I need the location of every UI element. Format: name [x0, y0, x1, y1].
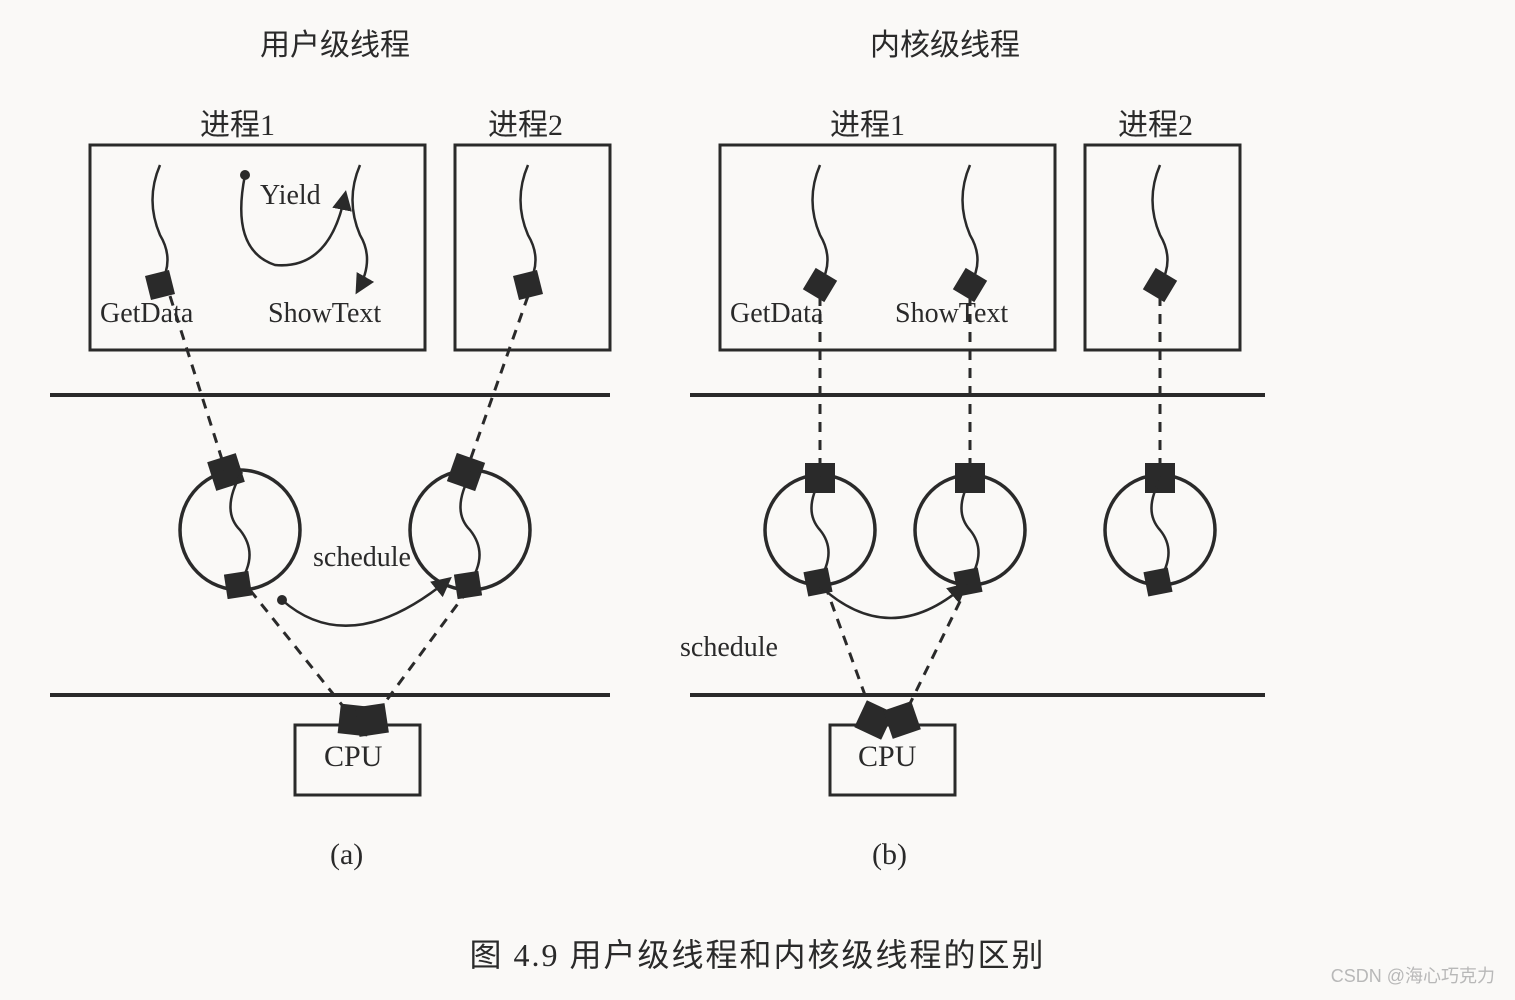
- process1-label-b: 进程1: [830, 100, 905, 144]
- circle-b3-squiggle: [1151, 477, 1168, 582]
- getdata-label-b: GetData: [730, 298, 823, 330]
- getdata-label-a: GetData: [100, 298, 193, 330]
- panel-label-a: (a): [330, 838, 363, 872]
- schedule-label-b: schedule: [680, 632, 778, 664]
- diagram-svg: [0, 0, 1515, 1000]
- circle2-squiggle: [460, 472, 479, 585]
- cpu-label-b: CPU: [858, 740, 916, 774]
- panel-a-title: 用户级线程: [260, 20, 410, 64]
- thread-squiggle-b3: [1153, 165, 1168, 285]
- panel-b: [690, 145, 1265, 795]
- process2-label-b: 进程2: [1118, 100, 1193, 144]
- thread-squiggle-3: [521, 165, 536, 285]
- dashed-c2-cpu: [372, 590, 468, 720]
- figure-4-9: 用户级线程 进程1 进程2 Yield GetData ShowText sch…: [0, 0, 1515, 1000]
- schedule-curve-b: [820, 586, 964, 618]
- thread-squiggle-b2: [963, 165, 978, 285]
- circle-b1-squiggle: [811, 477, 828, 582]
- panel-a: [50, 145, 610, 795]
- thread-squiggle-b1: [813, 165, 828, 285]
- cpu-label-a: CPU: [324, 740, 382, 774]
- schedule-curve-a: [282, 580, 448, 626]
- dashed-c1-cpu-b: [825, 585, 874, 720]
- dashed-p2-to-c2: [466, 296, 528, 472]
- circle-b2-squiggle: [961, 477, 978, 582]
- figure-caption: 图 4.9 用户级线程和内核级线程的区别: [0, 930, 1515, 976]
- schedule-label-a: schedule: [313, 542, 411, 574]
- panel-label-b: (b): [872, 838, 907, 872]
- showtext-label-a: ShowText: [268, 298, 381, 330]
- process2-label-a: 进程2: [488, 100, 563, 144]
- yield-label: Yield: [260, 180, 321, 212]
- process2-box-b: [1085, 145, 1240, 350]
- watermark: CSDN @海心巧克力: [1331, 962, 1495, 988]
- dashed-c1-cpu: [250, 590, 354, 720]
- panel-b-title: 内核级线程: [870, 20, 1020, 64]
- showtext-label-b: ShowText: [895, 298, 1008, 330]
- circle1-squiggle: [230, 472, 249, 585]
- process1-label-a: 进程1: [200, 100, 275, 144]
- thread-squiggle-2: [353, 165, 368, 290]
- thread-squiggle-1: [153, 165, 168, 285]
